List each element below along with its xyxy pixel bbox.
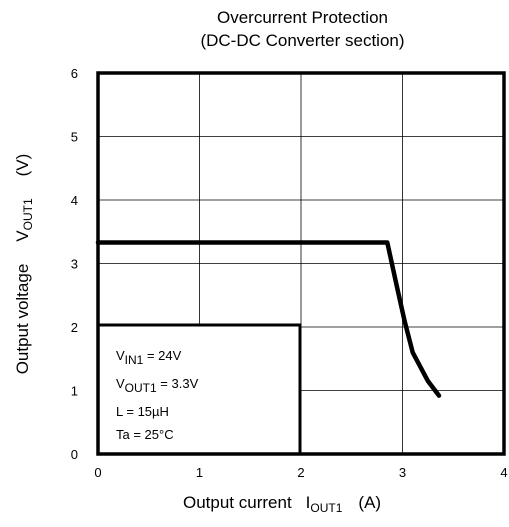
conditions-legend: VIN1 = 24V VOUT1 = 3.3V L = 15µH Ta = 25… <box>116 344 198 446</box>
y-tick-label: 3 <box>71 257 78 272</box>
y-tick-label: 5 <box>71 130 78 145</box>
legend-box <box>96 323 302 456</box>
legend-text: = 24V <box>143 348 182 363</box>
y-axis-label-unit: (V) <box>13 153 32 177</box>
chart-subtitle: (DC-DC Converter section) <box>200 31 405 50</box>
y-axis-label-symbol: V <box>13 230 32 242</box>
legend-line: VOUT1 = 3.3V <box>116 372 198 400</box>
legend-line: VIN1 = 24V <box>116 344 198 372</box>
legend-text: Ta = 25°C <box>116 427 174 442</box>
legend-symbol: V <box>116 348 125 363</box>
chart-title: Overcurrent Protection <box>216 8 388 27</box>
x-tick-label: 2 <box>297 465 304 480</box>
plot-frame <box>96 71 506 456</box>
x-tick-label: 0 <box>94 465 101 480</box>
y-axis-label-sub: OUT1 <box>21 198 35 231</box>
x-axis-label: Output current IOUT1 (A) <box>183 493 381 515</box>
legend-sub: IN1 <box>124 353 144 367</box>
series-line <box>95 240 442 398</box>
x-tick-label: 1 <box>196 465 203 480</box>
x-axis-label-text: Output current <box>183 493 292 512</box>
y-tick-label: 0 <box>71 447 78 462</box>
x-tick-label: 3 <box>399 465 406 480</box>
legend-sub: OUT1 <box>124 381 157 395</box>
legend-text: = 3.3V <box>156 376 199 391</box>
x-axis-label-sub: OUT1 <box>310 501 343 515</box>
legend-line: L = 15µH <box>116 400 198 423</box>
y-axis-label: Output voltage VOUT1 (V) <box>13 154 35 375</box>
y-axis-label-text: Output voltage <box>13 263 32 375</box>
y-tick-label: 2 <box>71 320 78 335</box>
x-tick-label: 4 <box>500 465 507 480</box>
y-tick-label: 6 <box>71 66 78 81</box>
legend-line: Ta = 25°C <box>116 423 198 446</box>
y-tick-label: 1 <box>71 384 78 399</box>
y-tick-label: 4 <box>71 193 78 208</box>
x-axis-label-unit: (A) <box>358 493 382 512</box>
legend-symbol: V <box>116 376 125 391</box>
x-axis-label-symbol: I <box>305 493 311 512</box>
legend-text: L = 15µH <box>116 404 169 419</box>
